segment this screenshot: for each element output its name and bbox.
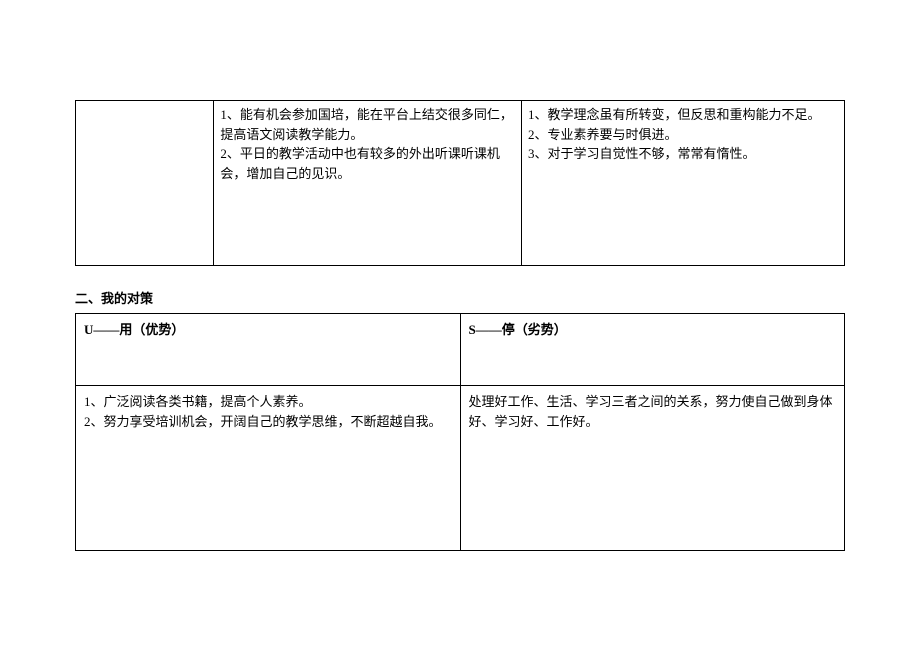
strategy-content-stop: 处理好工作、生活、学习三者之间的关系，努力使自己做到身体好、学习好、工作好。 xyxy=(460,386,845,551)
analysis-opportunities: 1、能有机会参加国培，能在平台上结交很多同仁，提高语文阅读教学能力。2、平日的教… xyxy=(214,101,522,266)
strategy-header-use: U——用（优势） xyxy=(76,314,461,386)
analysis-table: 1、能有机会参加国培，能在平台上结交很多同仁，提高语文阅读教学能力。2、平日的教… xyxy=(75,100,845,266)
analysis-weaknesses: 1、教学理念虽有所转变，但反思和重构能力不足。2、专业素养要与时俱进。3、对于学… xyxy=(522,101,845,266)
strategy-content-use: 1、广泛阅读各类书籍，提高个人素养。2、努力享受培训机会，开阔自己的教学思维，不… xyxy=(76,386,461,551)
strategy-header-stop: S——停（劣势） xyxy=(460,314,845,386)
strategy-table: U——用（优势） S——停（劣势） 1、广泛阅读各类书籍，提高个人素养。2、努力… xyxy=(75,313,845,551)
section-title-strategy: 二、我的对策 xyxy=(75,288,845,307)
analysis-row-label xyxy=(76,101,214,266)
